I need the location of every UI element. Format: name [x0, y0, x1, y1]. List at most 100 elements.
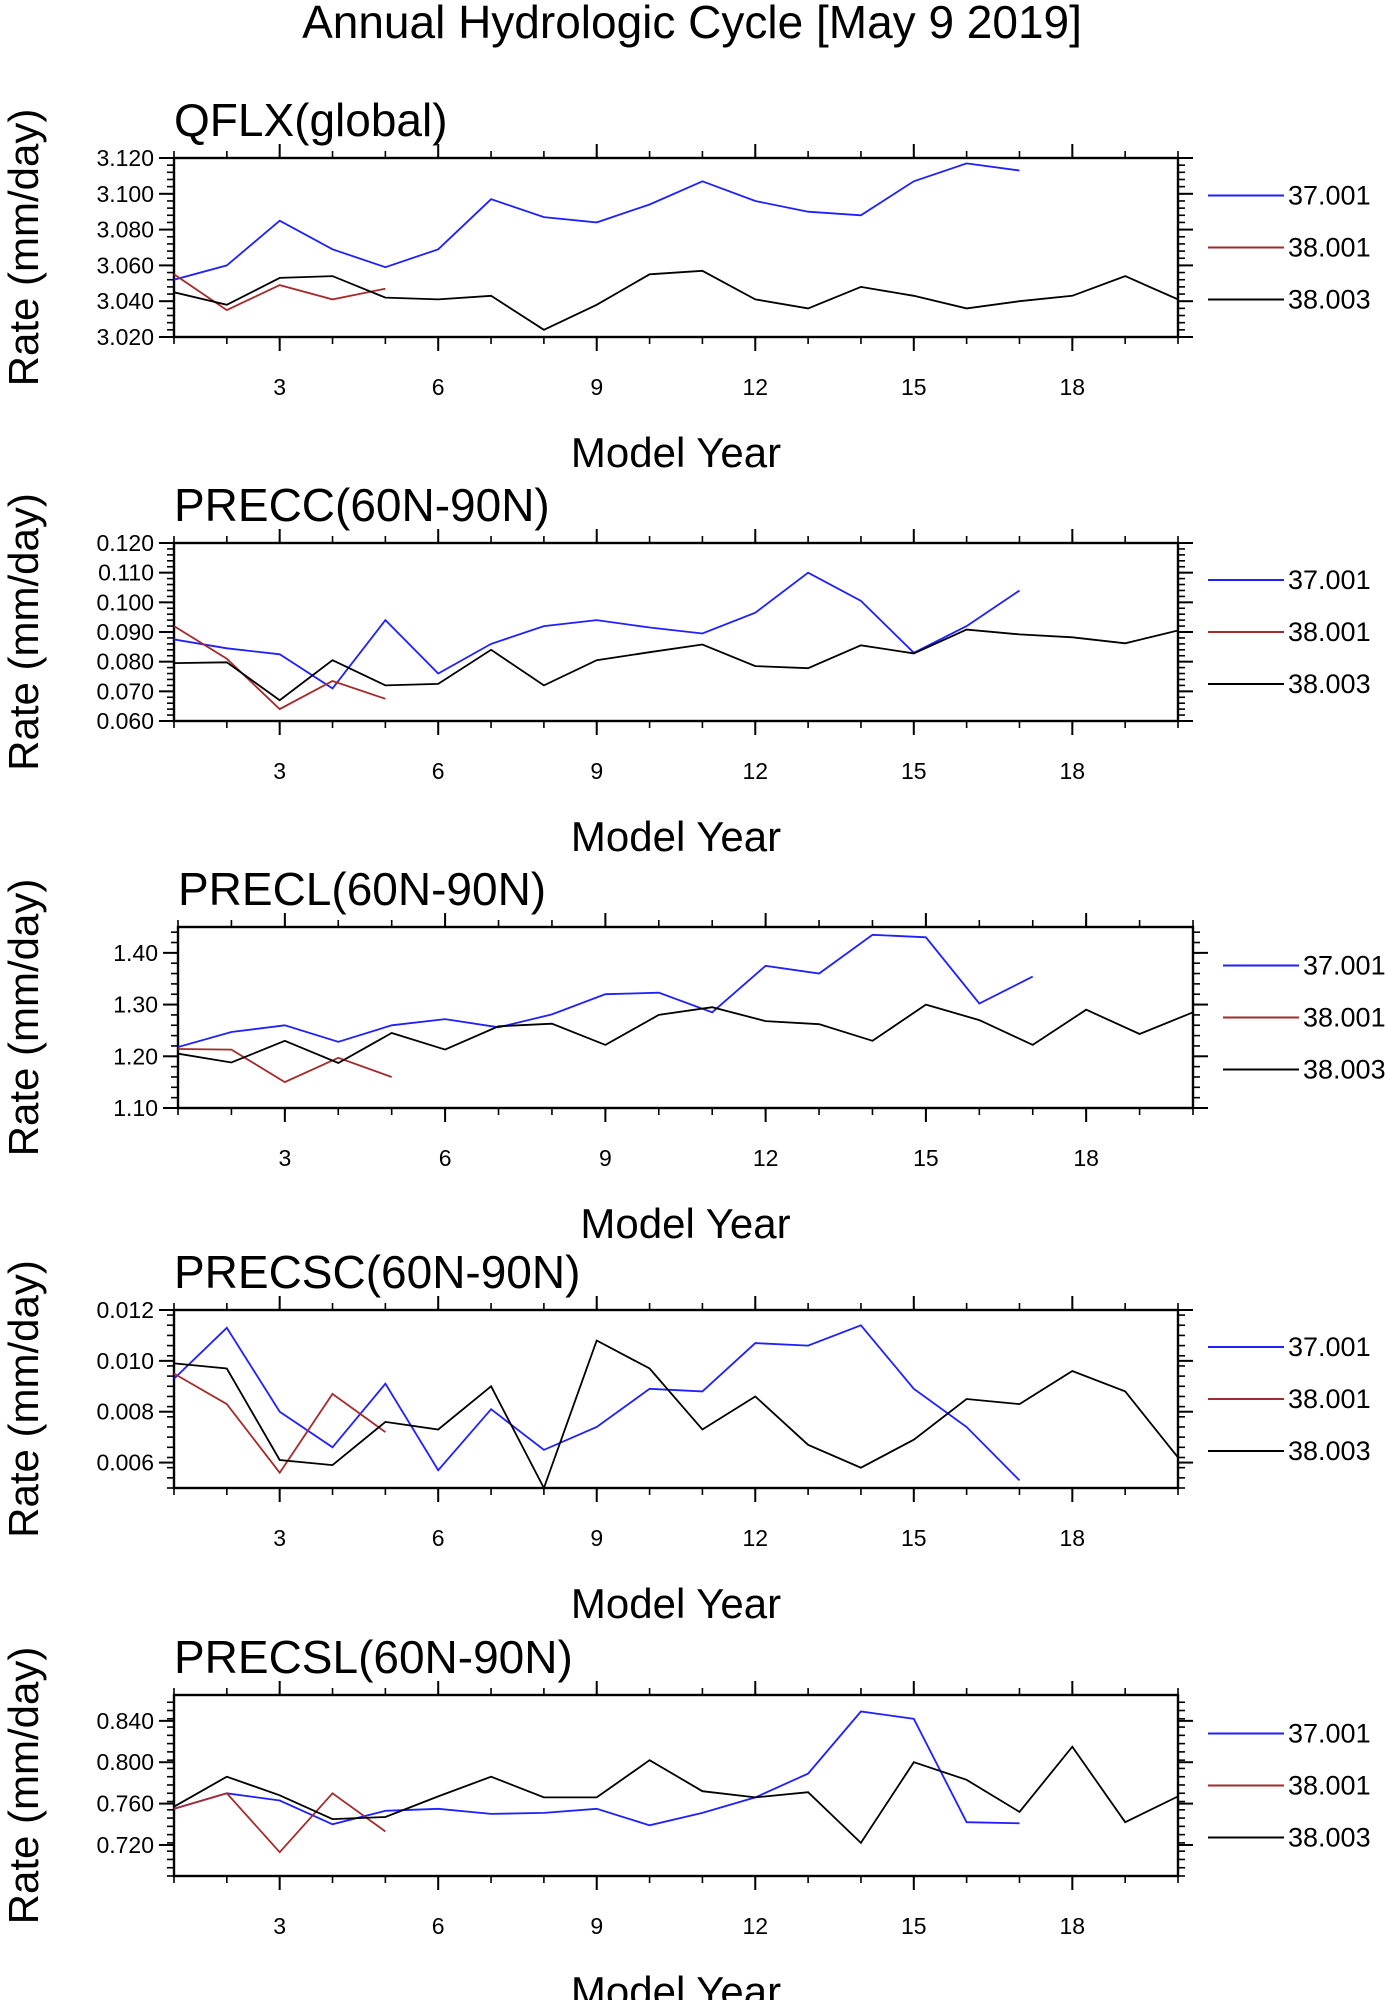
panel-title: PRECSC(60N-90N) — [174, 1246, 580, 1298]
x-tick-label: 15 — [901, 1525, 927, 1551]
legend-label: 37.001 — [1288, 181, 1371, 211]
plot-frame — [172, 156, 1180, 339]
y-tick-label: 3.040 — [96, 288, 154, 314]
x-tick-label: 12 — [742, 1525, 768, 1551]
legend-label: 38.003 — [1288, 1436, 1371, 1466]
series-line-37.001 — [174, 571, 1021, 690]
y-tick-label: 0.120 — [96, 530, 154, 556]
legend-label: 38.001 — [1288, 1384, 1371, 1414]
y-tick-label: 0.090 — [96, 619, 154, 645]
series-line-38.003 — [178, 1003, 1193, 1064]
x-tick-label: 15 — [901, 1913, 927, 1939]
x-axis-label: Model Year — [571, 429, 781, 476]
y-tick-label: 1.20 — [113, 1043, 158, 1069]
y-tick-label: 1.40 — [113, 940, 158, 966]
x-tick-label: 9 — [599, 1145, 612, 1171]
legend-label: 37.001 — [1288, 565, 1371, 595]
x-axis-label: Model Year — [571, 1968, 781, 2000]
panel-title: PRECL(60N-90N) — [178, 863, 546, 915]
y-tick-label: 3.120 — [96, 145, 154, 171]
y-axis-label: Rate (mm/day) — [0, 109, 47, 387]
x-tick-label: 3 — [273, 374, 286, 400]
x-tick-label: 12 — [742, 1913, 768, 1939]
x-tick-label: 3 — [273, 1525, 286, 1551]
x-tick-label: 18 — [1060, 758, 1086, 784]
x-axis-label: Model Year — [580, 1200, 790, 1247]
x-tick-label: 6 — [439, 1145, 452, 1171]
x-tick-label: 9 — [590, 758, 603, 784]
y-tick-label: 1.30 — [113, 992, 158, 1018]
x-tick-label: 3 — [278, 1145, 291, 1171]
series-line-37.001 — [174, 1324, 1021, 1482]
x-axis-label: Model Year — [571, 813, 781, 860]
x-tick-label: 9 — [590, 374, 603, 400]
series-line-38.001 — [174, 1372, 386, 1475]
series-line-38.003 — [174, 628, 1178, 702]
panel-title: PRECSL(60N-90N) — [174, 1631, 573, 1683]
plot-frame — [172, 1308, 1180, 1490]
y-tick-label: 0.760 — [96, 1791, 154, 1817]
series-line-37.001 — [174, 162, 1020, 281]
y-tick-label: 0.800 — [96, 1749, 154, 1775]
series-line-38.003 — [174, 1339, 1178, 1488]
panel-2: PRECC(60N-90N) 0.060 0.070 0.080 0.090 0.100 0… — [0, 479, 1371, 860]
x-tick-label: 12 — [742, 374, 768, 400]
legend-label: 37.001 — [1288, 1719, 1371, 1749]
x-tick-label: 18 — [1060, 1913, 1086, 1939]
y-tick-label: 0.110 — [98, 560, 154, 586]
panel-4: PRECSC(60N-90N) 0.006 0.008 0.010 0.012 3 6 9 12… — [0, 1246, 1371, 1627]
x-tick-label: 12 — [753, 1145, 779, 1171]
series-line-38.001 — [174, 1792, 386, 1854]
legend-label: 37.001 — [1288, 1332, 1371, 1362]
y-tick-label: 0.012 — [96, 1297, 154, 1323]
x-tick-label: 12 — [742, 758, 768, 784]
x-tick-label: 6 — [432, 1913, 445, 1939]
legend-label: 38.003 — [1288, 285, 1371, 315]
legend-label: 38.003 — [1288, 1823, 1371, 1853]
plot-frame — [172, 541, 1180, 723]
y-tick-label: 0.070 — [96, 678, 154, 704]
x-tick-label: 3 — [273, 758, 286, 784]
panel-5: PRECSL(60N-90N) 0.720 0.760 0.800 0.840 3 6 9 12… — [0, 1631, 1371, 2000]
x-tick-label: 15 — [901, 758, 927, 784]
x-tick-label: 18 — [1073, 1145, 1099, 1171]
y-tick-label: 0.010 — [96, 1348, 154, 1374]
x-tick-label: 9 — [590, 1525, 603, 1551]
y-axis-label: Rate (mm/day) — [0, 1260, 47, 1538]
legend-label: 38.001 — [1303, 1003, 1385, 1033]
y-tick-label: 0.840 — [96, 1708, 154, 1734]
y-tick-label: 0.080 — [96, 649, 154, 675]
x-tick-label: 15 — [901, 374, 927, 400]
y-tick-label: 0.060 — [96, 708, 154, 734]
panel-1: QFLX(global) 3.020 3.040 3.060 3.080 3.100 3.1… — [0, 94, 1371, 476]
y-tick-label: 0.720 — [96, 1832, 154, 1858]
legend-label: 38.001 — [1288, 1771, 1371, 1801]
y-axis-label: Rate (mm/day) — [0, 493, 47, 771]
x-tick-label: 18 — [1060, 1525, 1086, 1551]
y-tick-label: 1.10 — [113, 1095, 158, 1121]
x-tick-label: 9 — [590, 1913, 603, 1939]
legend-label: 38.001 — [1288, 233, 1371, 263]
x-tick-label: 18 — [1060, 374, 1086, 400]
series-line-38.001 — [174, 625, 386, 711]
x-tick-label: 3 — [273, 1913, 286, 1939]
series-line-38.003 — [174, 269, 1178, 331]
series-line-37.001 — [174, 1710, 1020, 1827]
series-line-38.001 — [174, 273, 386, 312]
x-tick-label: 6 — [432, 758, 445, 784]
series-line-38.001 — [178, 1048, 393, 1084]
y-tick-label: 0.100 — [96, 589, 154, 615]
y-tick-label: 3.100 — [96, 181, 154, 207]
y-axis-label: Rate (mm/day) — [0, 879, 47, 1157]
series-line-38.003 — [174, 1745, 1178, 1845]
legend-label: 38.003 — [1288, 669, 1371, 699]
x-tick-label: 15 — [913, 1145, 939, 1171]
plot-frame — [172, 1693, 1180, 1878]
legend-label: 38.003 — [1303, 1055, 1385, 1085]
panel-3: PRECL(60N-90N) 1.10 1.20 1.30 1.40 3 6 9 12 15 18 M… — [0, 863, 1385, 1247]
y-tick-label: 3.060 — [96, 252, 154, 278]
y-tick-label: 3.020 — [96, 324, 154, 350]
legend-label: 37.001 — [1303, 951, 1385, 981]
series-line-37.001 — [178, 933, 1034, 1048]
